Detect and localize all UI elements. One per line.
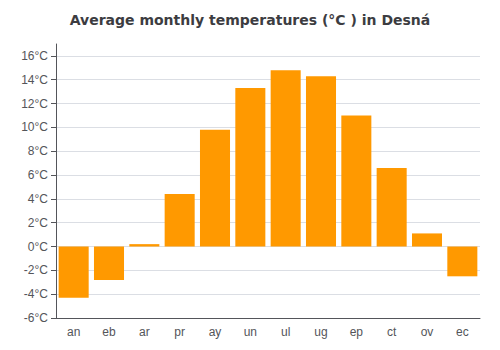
svg-text:ar: ar — [139, 325, 150, 339]
svg-text:an: an — [67, 325, 80, 339]
svg-text:ul: ul — [281, 325, 290, 339]
svg-text:Average monthly temperatures (: Average monthly temperatures (°C ) in De… — [70, 12, 431, 28]
svg-text:pr: pr — [174, 325, 185, 339]
svg-text:-6°C: -6°C — [24, 311, 48, 325]
svg-text:ay: ay — [209, 325, 222, 339]
svg-text:ct: ct — [387, 325, 397, 339]
svg-text:0°C: 0°C — [28, 240, 48, 254]
svg-text:ov: ov — [421, 325, 434, 339]
svg-text:2°C: 2°C — [28, 216, 48, 230]
svg-text:12°C: 12°C — [21, 97, 48, 111]
svg-text:ec: ec — [456, 325, 469, 339]
svg-text:eb: eb — [102, 325, 116, 339]
svg-text:-2°C: -2°C — [24, 263, 48, 277]
svg-text:4°C: 4°C — [28, 192, 48, 206]
svg-text:ep: ep — [350, 325, 364, 339]
svg-text:un: un — [244, 325, 257, 339]
svg-text:ug: ug — [314, 325, 327, 339]
svg-text:16°C: 16°C — [21, 49, 48, 63]
svg-text:14°C: 14°C — [21, 73, 48, 87]
svg-text:-4°C: -4°C — [24, 287, 48, 301]
svg-text:8°C: 8°C — [28, 144, 48, 158]
svg-text:10°C: 10°C — [21, 120, 48, 134]
svg-text:6°C: 6°C — [28, 168, 48, 182]
